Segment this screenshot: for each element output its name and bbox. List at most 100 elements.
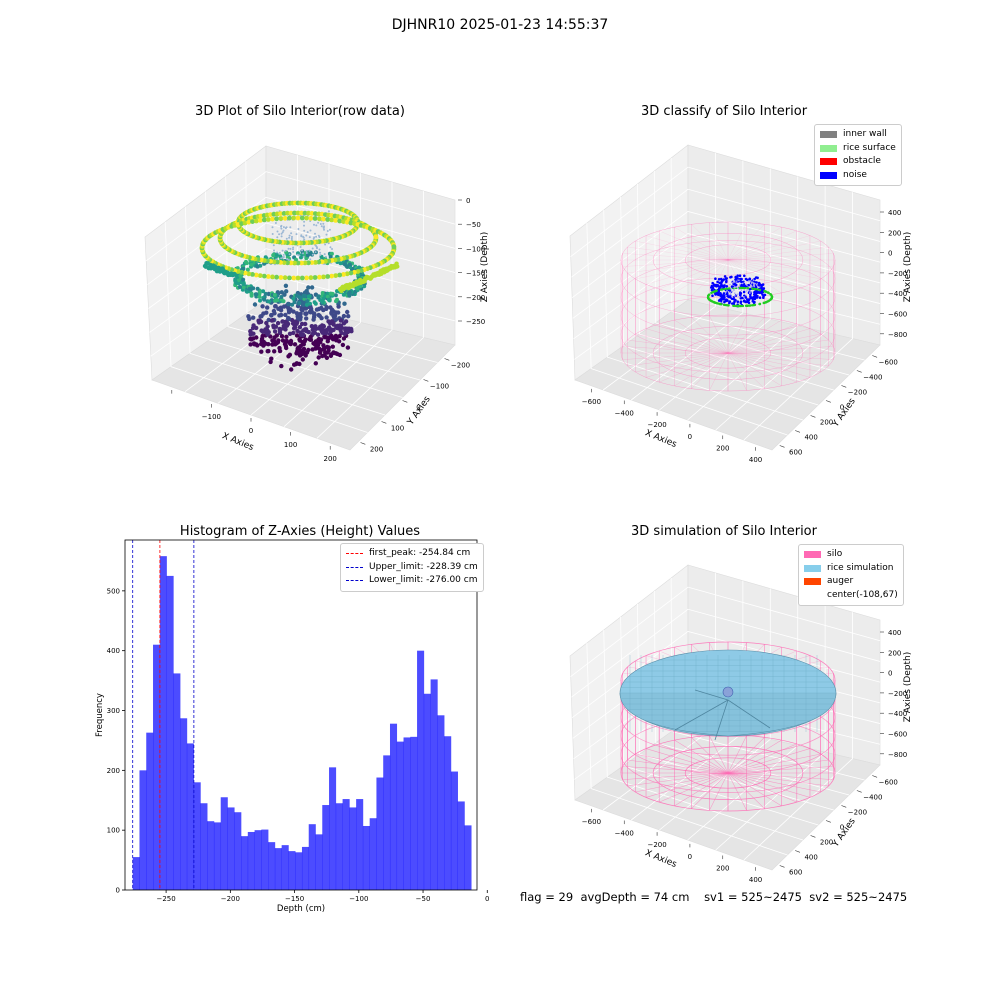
silo-spoke (622, 346, 729, 354)
data-point (332, 315, 337, 320)
histogram-bar (159, 556, 167, 890)
data-point (342, 301, 347, 306)
grid-line (637, 183, 834, 391)
noise-point (736, 274, 739, 278)
panel-raw-z-ticks: 0 −50 −100 −150 −200 −250 (458, 197, 485, 326)
data-point (330, 344, 335, 349)
inner-point (734, 294, 736, 297)
histogram-bar (437, 715, 445, 890)
data-point (292, 246, 295, 249)
histogram-bar (342, 799, 350, 890)
data-point (308, 249, 311, 252)
data-point (348, 270, 354, 276)
data-point (284, 345, 289, 351)
y-tick-mark (779, 445, 785, 448)
y-tick-label: 400 (804, 854, 817, 862)
histogram-bar (254, 830, 262, 890)
inner-point (750, 291, 753, 293)
histogram-x-ticks: −250 −200 −150 −100 −50 0 (156, 890, 490, 903)
data-point (292, 210, 297, 216)
noise-point (746, 298, 749, 301)
data-point (302, 260, 308, 266)
footer-sv1: sv1 = 525~2475 (704, 890, 802, 904)
data-point (292, 251, 295, 253)
silo-spoke (727, 352, 811, 378)
grid-line (570, 166, 881, 257)
legend-entry-upper-limit: Upper_limit: -228.39 cm (346, 561, 478, 575)
inner-point (729, 291, 732, 294)
data-point (303, 224, 305, 227)
legend-entry-center: center(-108,67) (804, 589, 898, 603)
legend-entry-inner-wall: inner wall (820, 128, 896, 142)
data-point (290, 232, 293, 235)
inner-point (740, 289, 743, 292)
data-point (330, 291, 335, 296)
legend-line (346, 566, 363, 568)
data-point (232, 271, 237, 277)
data-point (309, 260, 315, 265)
histogram-bar (274, 848, 282, 890)
silo-spoke (727, 772, 747, 811)
data-point (314, 251, 317, 254)
rice-surface-point (733, 304, 736, 308)
data-point (250, 219, 255, 225)
data-point (338, 318, 344, 323)
data-point (281, 299, 286, 304)
data-point (295, 328, 300, 334)
panel-simulation-x-ticks: −600 −400 −200 0 200 400 (582, 808, 762, 884)
silo-spoke (674, 352, 729, 387)
histogram-bar (362, 825, 370, 890)
x-tick-label: 0 (688, 433, 692, 441)
noise-point (759, 290, 762, 294)
noise-point (734, 278, 737, 281)
rice-depression (674, 689, 771, 741)
panel-raw-x-ticks: −100 0 100 200 (171, 390, 337, 463)
y-tick-label: −100 (430, 383, 449, 391)
grid-line (571, 630, 881, 719)
data-point (241, 277, 246, 282)
data-point (313, 361, 318, 366)
histogram-bar (403, 737, 411, 890)
histogram-bar (241, 836, 249, 890)
silo-spoke (645, 259, 729, 285)
data-point (292, 300, 297, 305)
data-point (253, 272, 259, 278)
data-point (391, 244, 397, 250)
data-point (275, 320, 281, 326)
y-tick-label: 400 (107, 647, 120, 655)
inner-point (749, 292, 751, 295)
data-point (280, 232, 283, 235)
x-tick-label: −150 (285, 895, 304, 903)
inner-point (750, 282, 753, 285)
inner-point (743, 289, 746, 291)
data-point (336, 339, 342, 344)
silo-spoke (727, 759, 829, 774)
noise-point (720, 279, 724, 283)
data-point (277, 326, 282, 332)
data-point (297, 325, 303, 330)
data-point (280, 235, 283, 238)
legend-swatch (820, 131, 837, 139)
data-point (254, 335, 259, 340)
silo-bottom-ring (684, 337, 772, 369)
data-point (311, 253, 314, 256)
silo-spoke (727, 772, 797, 803)
noise-point (739, 284, 743, 288)
y-tick-label: −400 (863, 374, 882, 382)
panel-raw-points (199, 200, 400, 372)
noise-point (713, 283, 716, 287)
noise-point (711, 281, 714, 285)
data-point (248, 342, 253, 347)
data-point (289, 367, 294, 372)
z-tick-label: −200 (888, 270, 907, 278)
data-point (237, 285, 242, 289)
noise-point (730, 297, 734, 301)
data-point (244, 261, 249, 266)
data-point (276, 251, 279, 254)
data-point (295, 233, 298, 236)
silo-ring (620, 258, 836, 336)
noise-point (746, 278, 749, 282)
data-point (347, 290, 352, 295)
silo-spoke (727, 352, 747, 391)
y-tick-mark (810, 835, 816, 838)
